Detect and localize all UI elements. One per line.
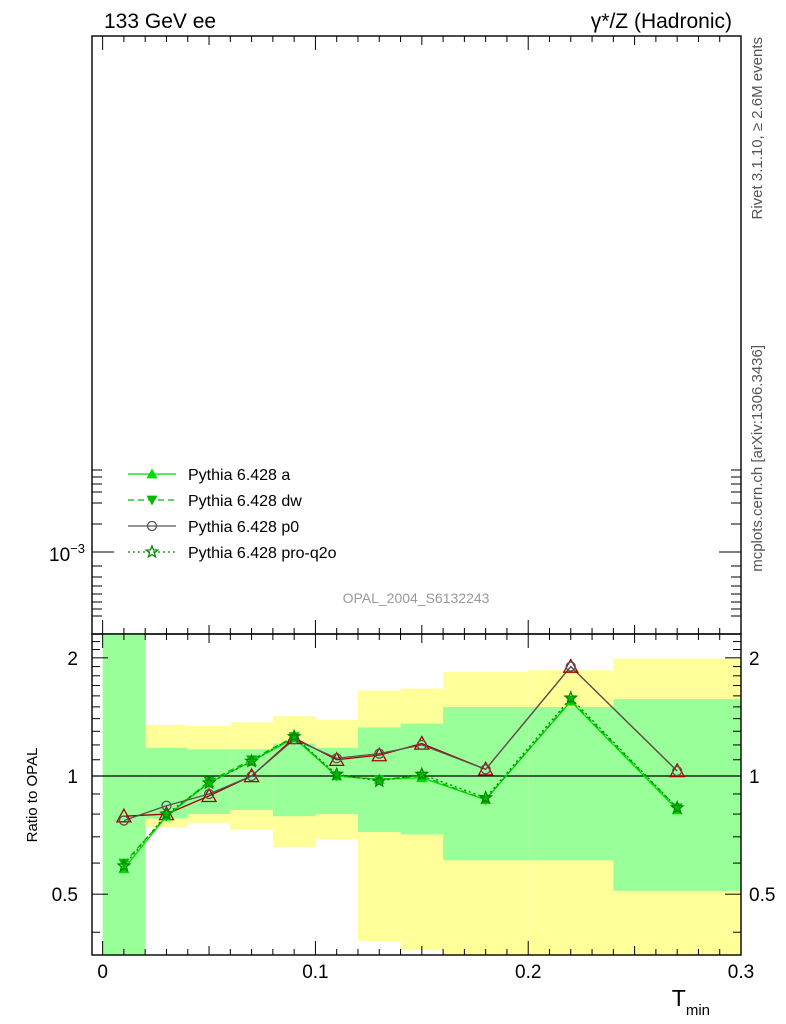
series-4-point — [201, 775, 217, 790]
series-3-point — [161, 800, 172, 811]
main-panel: 10−3 OPAL_2004_S6132243 Pythia 6.428 aPy… — [49, 35, 742, 635]
series-4-point — [244, 753, 259, 768]
analysis-watermark: OPAL_2004_S6132243 — [343, 590, 490, 606]
rivet-version-label: Rivet 3.1.10, ≥ 2.6M events — [749, 37, 766, 220]
legend-marker-4 — [144, 544, 160, 559]
reference-point — [669, 762, 686, 778]
series-3-point — [374, 748, 385, 759]
x-tick-label: 0.3 — [728, 962, 754, 983]
legend-marker-2 — [146, 495, 158, 506]
header-left-label: 133 GeV ee — [104, 10, 216, 33]
series-4-point — [159, 806, 174, 821]
series-3-point — [416, 739, 427, 751]
ratio-frame — [91, 633, 742, 956]
ratio-y-axis-label: Ratio to OPAL — [24, 748, 41, 843]
series-4-point — [414, 766, 430, 781]
legend-label-3: Pythia 6.428 p0 — [188, 519, 299, 536]
x-tick-label: 0.2 — [515, 962, 541, 983]
y-tick-label-right: 0.5 — [749, 885, 775, 906]
x-axis-label: Tmin — [672, 985, 710, 1019]
stat-uncertainty-band — [528, 706, 614, 861]
legend-marker-1 — [146, 468, 158, 479]
stat-uncertainty-band — [613, 699, 741, 891]
stat-uncertainty-band — [272, 743, 316, 817]
ratio-bands — [102, 634, 741, 955]
reference-point — [243, 767, 260, 783]
series-3-point — [118, 815, 130, 826]
series-3-point — [565, 661, 576, 672]
series-line-3 — [123, 665, 678, 822]
series-2-point — [203, 776, 215, 787]
ratio-series — [115, 658, 686, 874]
series-4-point — [669, 799, 685, 815]
series-3-point — [288, 734, 300, 745]
series-2-point — [373, 775, 385, 785]
reference-point — [562, 658, 579, 673]
series-4-point — [563, 690, 579, 705]
series-2-point — [246, 755, 258, 766]
x-tick-label: 0.1 — [302, 962, 328, 983]
y-tick-label: 0.5 — [52, 885, 78, 906]
series-3-point — [331, 753, 342, 764]
reference-point — [328, 751, 345, 767]
legend-label-2: Pythia 6.428 dw — [188, 493, 302, 510]
legend-label-4: Pythia 6.428 pro-q2o — [188, 545, 337, 562]
series-3-point — [480, 764, 491, 775]
main-y-ticks — [92, 36, 742, 634]
y-tick-label-right: 1 — [749, 767, 760, 788]
legend-label-1: Pythia 6.428 a — [188, 467, 290, 484]
series-3-point — [672, 765, 683, 777]
series-line-4 — [123, 697, 678, 867]
legend-marker-3 — [146, 520, 158, 532]
ratio-ticks: 0 0.1 0.2 0.3 0.5 0.5 1 1 2 2 — [52, 634, 775, 983]
reference-point — [477, 760, 494, 776]
reference-point — [115, 807, 133, 823]
series-4-point — [116, 858, 132, 873]
series-3-point — [246, 770, 257, 782]
legend: Pythia 6.428 a Pythia 6.428 dw Pythia 6.42… — [128, 467, 337, 562]
stat-uncertainty-band — [102, 634, 146, 955]
series-4-point — [329, 766, 345, 781]
header-right-label: γ*/Z (Hadronic) — [591, 10, 732, 33]
x-tick-label: 0 — [97, 962, 108, 983]
ratio-panel: 0 0.1 0.2 0.3 0.5 0.5 1 1 2 2 Ratio to OPAL Tmin — [24, 633, 775, 1019]
series-4-point — [478, 790, 494, 805]
series-2-point — [118, 858, 130, 869]
series-3-point — [203, 788, 215, 800]
reference-point — [371, 746, 388, 762]
mcplots-source-label: mcplots.cern.ch [arXiv:1306.3436] — [749, 345, 766, 572]
reference-point — [200, 787, 218, 803]
stat-uncertainty-band — [443, 706, 529, 861]
y-tick-label-right: 2 — [749, 649, 760, 670]
y-tick-label: 2 — [67, 649, 78, 670]
y-tick-label: 1 — [67, 767, 78, 788]
series-4-point — [286, 728, 302, 743]
main-ytick-base: 10−3 — [49, 541, 85, 566]
series-4-point — [371, 773, 387, 788]
